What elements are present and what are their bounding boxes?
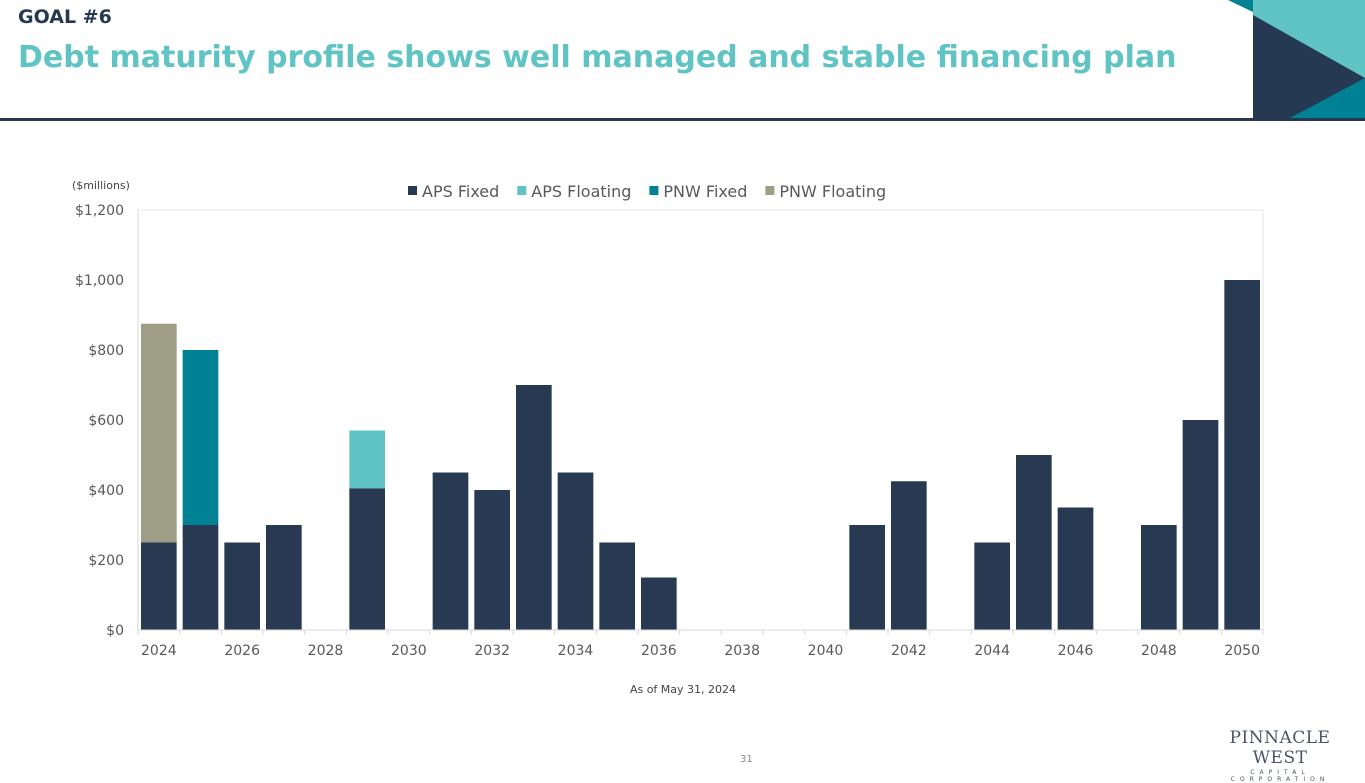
bar-aps-fixed-2033	[516, 385, 552, 630]
x-tick-label: 2034	[558, 643, 594, 659]
legend-label: PNW Floating	[779, 182, 886, 201]
y-tick-label: $1,000	[75, 273, 124, 289]
x-tick-label: 2038	[724, 643, 760, 659]
plot-area	[137, 209, 1264, 631]
y-tick-label: $0	[106, 623, 124, 639]
x-tick-label: 2028	[308, 643, 344, 659]
bar-pnw-floating-2024	[141, 323, 177, 543]
bar-aps-fixed-2034	[557, 472, 594, 630]
bar-aps-fixed-2031	[432, 472, 469, 630]
goal-label: GOAL #6	[18, 6, 112, 28]
legend-label: APS Fixed	[422, 182, 499, 201]
debt-maturity-chart: ($millions) As of May 31, 2024 $0 $200 $40…	[72, 179, 1264, 696]
bar-aps-fixed-2050	[1224, 280, 1260, 630]
x-tick-label: 2026	[224, 643, 260, 659]
bar-aps-fixed-2044	[974, 542, 1010, 630]
bar-aps-fixed-2045	[1016, 455, 1052, 630]
x-tick-label: 2046	[1058, 643, 1094, 659]
x-tick-label: 2030	[391, 643, 427, 659]
corner-decoration	[1228, 0, 1365, 118]
x-tick-label: 2050	[1224, 643, 1260, 659]
logo-wordmark: PINNACLE WEST	[1229, 728, 1331, 768]
bar-aps-fixed-2042	[891, 481, 927, 630]
legend-swatch	[517, 186, 527, 195]
legend-swatch	[408, 186, 417, 195]
bar-pnw-fixed-2025	[182, 350, 219, 525]
bar-aps-fixed-2025	[182, 525, 219, 630]
x-tick-label: 2040	[808, 643, 844, 659]
bar-aps-fixed-2029	[349, 488, 385, 630]
legend-swatch	[765, 186, 775, 195]
page-title: Debt maturity profile shows well managed…	[18, 40, 1177, 75]
x-tick-label: 2024	[141, 643, 177, 659]
bar-aps-fixed-2049	[1182, 420, 1219, 630]
bar-aps-fixed-2026	[224, 542, 260, 630]
y-tick-label: $400	[88, 483, 124, 499]
bar-aps-fixed-2027	[266, 525, 302, 630]
bar-aps-fixed-2024	[141, 542, 177, 630]
header-divider	[0, 118, 1365, 121]
bar-aps-fixed-2046	[1057, 507, 1094, 630]
bar-aps-floating-2029	[349, 430, 385, 489]
y-tick-label: $800	[88, 343, 124, 359]
x-tick-label: 2048	[1141, 643, 1177, 659]
y-tick-label: $600	[88, 413, 124, 429]
bar-aps-fixed-2036	[641, 577, 677, 630]
pinnacle-west-logo: PINNACLE WEST CAPITAL CORPORATION	[1200, 728, 1360, 783]
bar-aps-fixed-2041	[849, 525, 885, 630]
as-of-note: As of May 31, 2024	[630, 683, 736, 696]
bar-aps-fixed-2032	[474, 490, 510, 630]
legend-label: APS Floating	[531, 182, 631, 201]
x-tick-label: 2042	[891, 643, 927, 659]
y-axis-unit-label: ($millions)	[72, 179, 130, 192]
logo-subtitle: CAPITAL CORPORATION	[1230, 769, 1330, 783]
y-tick-label: $1,200	[75, 203, 124, 219]
x-tick-label: 2044	[974, 643, 1010, 659]
x-tick-label: 2036	[641, 643, 677, 659]
legend-label: PNW Fixed	[663, 182, 747, 201]
legend-swatch	[649, 186, 659, 195]
bar-aps-fixed-2048	[1141, 525, 1177, 630]
x-tick-label: 2032	[474, 643, 510, 659]
y-tick-label: $200	[88, 553, 124, 569]
bar-aps-fixed-2035	[599, 542, 635, 630]
page-number: 31	[740, 754, 753, 765]
